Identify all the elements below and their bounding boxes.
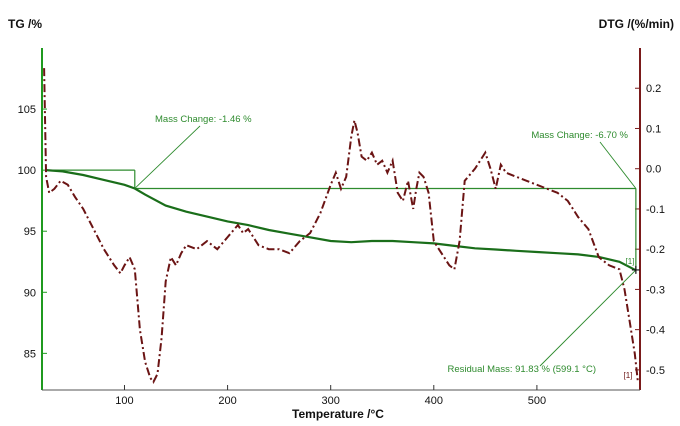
x-tick-label: 200 [218, 395, 236, 407]
annotation-label: Residual Mass: 91.83 % (599.1 °C) [448, 364, 596, 375]
x-tick-label: 100 [115, 395, 133, 407]
y-left-tick-label: 95 [24, 226, 36, 238]
reference-lines-layer [46, 169, 637, 270]
y-right-tick-label: 0.1 [646, 123, 661, 135]
residual-mass-marker [631, 265, 640, 274]
y-right-tick-label: 0.0 [646, 164, 661, 176]
y-right-tick-label: 0.2 [646, 83, 661, 95]
y-axis-left-title: TG /% [8, 17, 42, 31]
annotation-label: Mass Change: -6.70 % [531, 130, 628, 141]
y-right-tick-label: -0.3 [646, 284, 665, 296]
y-right-tick-label: -0.4 [646, 325, 665, 337]
annotation-label: Mass Change: -1.46 % [155, 114, 252, 125]
end-marker-tg: [1] [626, 257, 635, 266]
y-left-tick-label: 100 [18, 165, 36, 177]
y-right-tick-label: -0.5 [646, 365, 665, 377]
annotation-leader [539, 269, 637, 367]
x-tick-label: 400 [425, 395, 443, 407]
y-right-tick-label: -0.1 [646, 204, 665, 216]
x-tick-label: 500 [528, 395, 546, 407]
end-marker-dtg: [1] [624, 371, 633, 380]
ticks-layer: 100 200 300 400 500 105 100 95 90 85 0.2 0.1 0.0 -0.1… [18, 83, 665, 407]
x-axis-title: Temperature /°C [292, 407, 384, 421]
dtg-curve [43, 68, 639, 384]
series-layer [43, 68, 639, 384]
y-left-tick-label: 105 [18, 104, 36, 116]
y-left-tick-label: 90 [24, 287, 36, 299]
annotation-leader [134, 125, 201, 189]
x-tick-label: 300 [322, 395, 340, 407]
y-axis-right-title: DTG /(%/min) [599, 17, 674, 31]
y-right-tick-label: -0.2 [646, 244, 665, 256]
annotations-layer: Mass Change: -1.46 % Mass Change: -6.70 %… [134, 114, 640, 380]
y-left-tick-label: 85 [24, 348, 36, 360]
annotation-leader [599, 141, 637, 189]
tg-curve [46, 169, 637, 272]
